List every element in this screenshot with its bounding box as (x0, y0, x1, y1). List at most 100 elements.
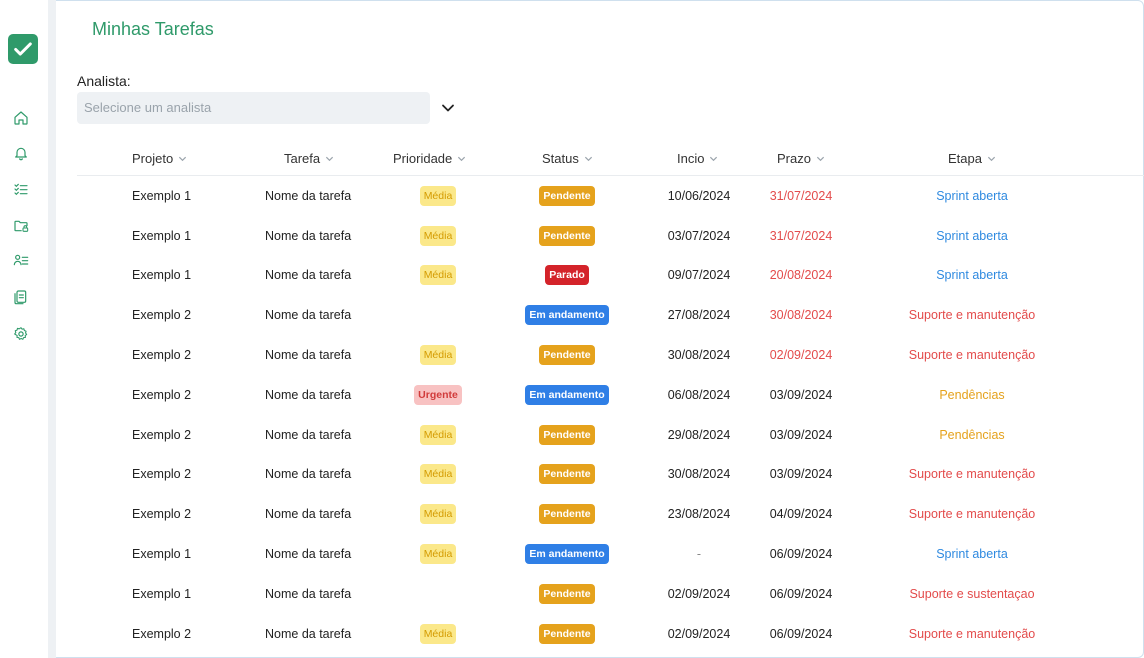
priority-badge: Média (419, 424, 457, 445)
stage-cell: Sprint aberta (936, 268, 1008, 283)
sidebar-item-notifications[interactable] (12, 144, 30, 162)
column-header-prioridade[interactable]: Prioridade (393, 151, 466, 166)
status-badge: Parado (545, 265, 589, 286)
column-header-prazo[interactable]: Prazo (777, 151, 825, 166)
due-date-cell: 04/09/2024 (769, 507, 833, 522)
priority-cell: Média (397, 534, 479, 574)
project-cell: Exemplo 2 (132, 626, 192, 641)
sidebar (0, 0, 56, 658)
column-header-label: Incio (677, 151, 705, 166)
analyst-select[interactable]: Selecione um analista (77, 92, 430, 124)
project-cell: Exemplo 1 (132, 188, 192, 203)
sort-chevron-icon[interactable] (816, 154, 825, 163)
home-icon (14, 111, 28, 125)
sort-chevron-icon[interactable] (178, 154, 187, 163)
start-date-cell: 03/07/2024 (667, 228, 731, 243)
table-row[interactable]: Exemplo 1 Nome da tarefa Média Pendente 03/0… (77, 216, 1144, 256)
due-date-cell: 02/09/2024 (769, 348, 833, 363)
due-date-cell: 03/09/2024 (769, 467, 833, 482)
status-cell: Parado (517, 256, 617, 296)
status-cell: Em andamento (517, 534, 617, 574)
table-row[interactable]: Exemplo 2 Nome da tarefa Média Pendente 30/0… (77, 335, 1144, 375)
bell-icon (15, 147, 27, 161)
sort-chevron-icon[interactable] (584, 154, 593, 163)
project-cell: Exemplo 2 (132, 308, 192, 323)
column-header-etapa[interactable]: Etapa (948, 151, 996, 166)
sidebar-item-reports[interactable] (12, 288, 30, 306)
column-header-tarefa[interactable]: Tarefa (284, 151, 334, 166)
start-date-cell: 09/07/2024 (667, 268, 731, 283)
table-row[interactable]: Exemplo 2 Nome da tarefa Média Pendente 30/0… (77, 455, 1144, 495)
start-date-cell: 02/09/2024 (667, 626, 731, 641)
column-header-label: Prioridade (393, 151, 453, 166)
table-row[interactable]: Exemplo 1 Nome da tarefa Pendente 02/09/202… (77, 574, 1144, 614)
table-row[interactable]: Exemplo 1 Nome da tarefa Média Pendente 10/0… (77, 176, 1144, 216)
status-badge: Pendente (539, 185, 595, 206)
column-header-incio[interactable]: Incio (677, 151, 718, 166)
task-cell: Nome da tarefa (265, 348, 352, 363)
sort-chevron-icon[interactable] (457, 154, 466, 163)
priority-cell: Média (397, 455, 479, 495)
status-cell: Pendente (517, 176, 617, 216)
sidebar-item-tasks[interactable] (12, 180, 30, 198)
priority-badge: Média (419, 464, 457, 485)
status-cell: Pendente (517, 415, 617, 455)
project-cell: Exemplo 2 (132, 387, 192, 402)
status-cell: Pendente (517, 335, 617, 375)
table-row[interactable]: Exemplo 2 Nome da tarefa Média Pendente 29/0… (77, 415, 1144, 455)
stage-cell: Suporte e manutenção (908, 308, 1036, 323)
sidebar-item-home[interactable] (12, 109, 30, 127)
table-row[interactable]: Exemplo 2 Nome da tarefa Média Pendente 23/0… (77, 494, 1144, 534)
priority-badge: Média (419, 504, 457, 525)
stage-cell: Suporte e manutenção (908, 348, 1036, 363)
sidebar-item-settings[interactable] (12, 325, 30, 343)
sidebar-item-analysts[interactable] (12, 251, 30, 269)
priority-cell (397, 295, 479, 335)
table-row[interactable]: Exemplo 1 Nome da tarefa Média Parado 09/07/… (77, 256, 1144, 296)
due-date-cell: 30/08/2024 (769, 308, 833, 323)
due-date-cell: 06/09/2024 (769, 586, 833, 601)
gear-icon (14, 327, 28, 340)
project-cell: Exemplo 1 (132, 268, 192, 283)
stage-cell: Sprint aberta (936, 228, 1008, 243)
status-badge: Em andamento (525, 544, 609, 565)
project-cell: Exemplo 1 (132, 586, 192, 601)
status-badge: Pendente (539, 464, 595, 485)
priority-badge: Média (419, 623, 457, 644)
status-cell: Em andamento (517, 295, 617, 335)
chevron-down-icon[interactable] (440, 100, 456, 116)
table-row[interactable]: Exemplo 2 Nome da tarefa Urgente Em andamen… (77, 375, 1144, 415)
status-badge: Em andamento (525, 305, 609, 326)
priority-cell: Média (397, 335, 479, 375)
table-body: Exemplo 1 Nome da tarefa Média Pendente 10/0… (77, 176, 1144, 654)
column-header-projeto[interactable]: Projeto (132, 151, 187, 166)
stage-cell: Suporte e manutenção (908, 467, 1036, 482)
stage-cell: Suporte e manutenção (908, 626, 1036, 641)
start-date-cell: 30/08/2024 (667, 467, 731, 482)
app-logo[interactable] (8, 34, 38, 64)
sort-chevron-icon[interactable] (709, 154, 718, 163)
table-row[interactable]: Exemplo 1 Nome da tarefa Média Em andamento… (77, 534, 1144, 574)
priority-cell: Média (397, 176, 479, 216)
table-row[interactable]: Exemplo 2 Nome da tarefa Média Pendente 02/0… (77, 614, 1144, 654)
column-header-label: Prazo (777, 151, 811, 166)
sidebar-item-projects[interactable] (12, 217, 30, 235)
priority-badge: Média (419, 544, 457, 565)
stage-cell: Sprint aberta (936, 188, 1008, 203)
due-date-cell: 03/09/2024 (769, 427, 833, 442)
sort-chevron-icon[interactable] (325, 154, 334, 163)
status-badge: Pendente (539, 345, 595, 366)
status-badge: Em andamento (525, 384, 609, 405)
column-header-label: Tarefa (284, 151, 321, 166)
project-cell: Exemplo 2 (132, 507, 192, 522)
tasks-table: Projeto Tarefa Prioridade Status Incio Prazo E… (77, 143, 1144, 654)
priority-badge: Urgente (414, 384, 462, 405)
sort-chevron-icon[interactable] (987, 154, 996, 163)
status-badge: Pendente (539, 623, 595, 644)
priority-cell: Média (397, 256, 479, 296)
column-header-status[interactable]: Status (542, 151, 593, 166)
table-row[interactable]: Exemplo 2 Nome da tarefa Em andamento 27/08… (77, 295, 1144, 335)
start-date-cell: 30/08/2024 (667, 348, 731, 363)
stage-cell: Pendências (939, 387, 1005, 402)
task-cell: Nome da tarefa (265, 387, 352, 402)
